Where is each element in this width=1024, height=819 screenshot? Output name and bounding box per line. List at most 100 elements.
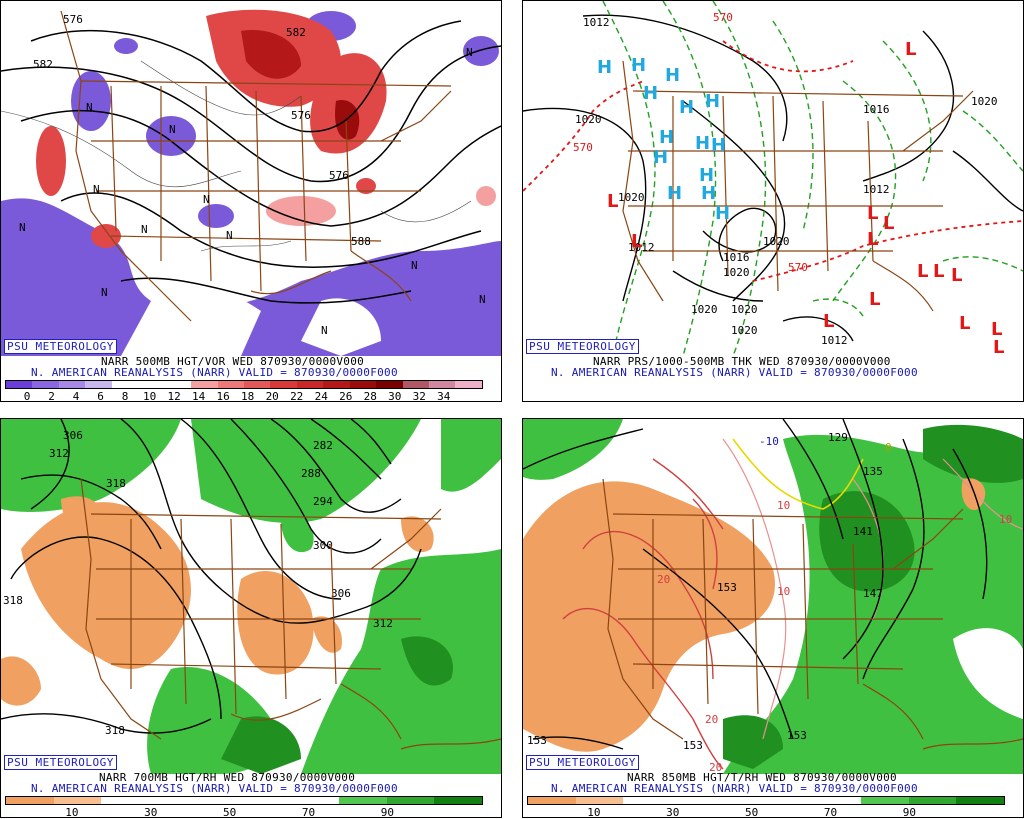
height-label: 135	[863, 465, 883, 478]
high-pressure-symbol: H	[705, 91, 720, 112]
panel-pressure-thickness: 1012 1020 1020 1020 1020 1020 1020 1020 …	[522, 0, 1024, 402]
colorbar-tick-label: 4	[72, 390, 80, 402]
colorbar-tick-label: 24	[314, 390, 328, 402]
colorbar-tick-label: 10	[143, 390, 157, 402]
region-label: N	[411, 259, 418, 272]
colorbar-swatch	[575, 797, 624, 804]
region-label: N	[203, 193, 210, 206]
region-label: N	[466, 46, 473, 59]
contour-label: 312	[373, 617, 393, 630]
rh-700mb-map: 306 312 318 282 288 294 300 306 312 318 …	[1, 419, 501, 774]
high-pressure-symbol: H	[679, 97, 694, 118]
thickness-label: 570	[713, 11, 733, 24]
temp-label: 20	[709, 761, 722, 774]
colorbar-swatch	[101, 797, 149, 804]
psu-meteorology-tag: PSU METEOROLOGY	[526, 755, 639, 770]
region-label: N	[93, 183, 100, 196]
high-pressure-symbol: H	[699, 165, 714, 186]
colorbar-swatch	[6, 797, 54, 804]
colorbar-swatch	[339, 797, 387, 804]
isobar-label: 1020	[763, 235, 790, 248]
colorbar-tick-label: 10	[587, 806, 601, 818]
map-title: NARR 500MB HGT/VOR WED 870930/0000V000	[101, 355, 365, 368]
temp-label: 10	[999, 513, 1012, 526]
low-pressure-symbol: L	[883, 213, 894, 234]
contour-label: 312	[49, 447, 69, 460]
colorbar-swatch	[196, 797, 244, 804]
region-label: N	[226, 229, 233, 242]
contour-label: 318	[3, 594, 23, 607]
pressure-thickness-map: 1012 1020 1020 1020 1020 1020 1020 1020 …	[523, 1, 1023, 358]
colorbar-swatch	[53, 797, 102, 804]
colorbar-swatch	[861, 797, 909, 804]
colorbar-swatch	[243, 797, 292, 804]
colorbar-tick-label: 2	[48, 390, 55, 402]
colorbar-tick-label: 8	[121, 390, 129, 402]
colorbar-swatch	[434, 797, 482, 804]
colorbar-swatch	[956, 797, 1004, 804]
contour-label: 582	[286, 26, 306, 39]
map-title: NARR PRS/1000-500MB THK WED 870930/0000V…	[593, 355, 891, 368]
isobar-label: 1012	[821, 334, 848, 347]
low-pressure-symbol: L	[867, 203, 878, 224]
region-label: N	[19, 221, 26, 234]
high-pressure-symbol: H	[695, 133, 710, 154]
isobar-label: 1020	[731, 303, 758, 316]
vorticity-colorbar-ticks: 0 2 4 6 8 10 12 14 16 18 20 22 24 26 28 30 32 34	[5, 390, 483, 402]
colorbar-swatch	[296, 381, 324, 388]
colorbar-swatch	[243, 381, 271, 388]
colorbar-swatch	[528, 797, 576, 804]
colorbar-tick-label: 12	[167, 390, 181, 402]
rh-colorbar	[5, 796, 483, 805]
isobar-label: 1012	[863, 183, 890, 196]
colorbar-tick-label: 90	[902, 806, 917, 818]
colorbar-tick-label: 20	[265, 390, 279, 402]
temp-label: 0	[885, 441, 892, 454]
colorbar-tick-label: 30	[144, 806, 158, 818]
colorbar-swatch	[349, 381, 377, 388]
thickness-label: 570	[788, 261, 808, 274]
low-pressure-symbol: L	[607, 191, 618, 212]
colorbar-swatch	[376, 381, 403, 388]
contour-label: 318	[105, 724, 125, 737]
height-label: 153	[527, 734, 547, 747]
colorbar-tick-label: 70	[823, 806, 838, 818]
colorbar-swatch	[402, 381, 429, 388]
region-label: N	[86, 101, 93, 114]
thickness-label: 570	[573, 141, 593, 154]
low-pressure-symbol: L	[933, 261, 944, 282]
temp-label: 20	[657, 573, 670, 586]
region-label: N	[169, 123, 176, 136]
low-pressure-symbol: L	[905, 39, 916, 60]
colorbar-swatch	[386, 797, 435, 804]
low-pressure-symbol: L	[869, 289, 880, 310]
colorbar-swatch	[670, 797, 719, 804]
low-pressure-symbol: L	[959, 313, 970, 334]
height-label: 153	[787, 729, 807, 742]
low-pressure-symbol: L	[631, 231, 642, 252]
colorbar-tick-label: 16	[216, 390, 230, 402]
colorbar-tick-label: 70	[301, 806, 316, 818]
colorbar-swatch	[323, 381, 350, 388]
colorbar-tick-label: 28	[363, 390, 377, 402]
temp-label: 10	[777, 499, 790, 512]
colorbar-tick-label: 22	[290, 390, 304, 402]
map-title: NARR 850MB HGT/T/RH WED 870930/0000V000	[627, 771, 897, 784]
isobar-label: 1020	[575, 113, 602, 126]
high-pressure-symbol: H	[597, 57, 612, 78]
temp-label: -10	[759, 435, 779, 448]
colorbar-swatch	[270, 381, 297, 388]
panel-850mb-rh: 129 135 141 147 153 153 153 153 -10 0 10…	[522, 418, 1024, 818]
colorbar-swatch	[765, 797, 814, 804]
height-label: 129	[828, 431, 848, 444]
height-label: 141	[853, 525, 873, 538]
high-pressure-symbol: H	[643, 83, 658, 104]
high-pressure-symbol: H	[659, 127, 674, 148]
colorbar-tick-label: 34	[437, 390, 451, 402]
colorbar-swatch	[291, 797, 340, 804]
temp-label: 10	[777, 585, 790, 598]
region-label: N	[141, 223, 148, 236]
colorbar-swatch	[85, 381, 112, 388]
colorbar-tick-label: 30	[666, 806, 680, 818]
isobar-label: 1020	[731, 324, 758, 337]
